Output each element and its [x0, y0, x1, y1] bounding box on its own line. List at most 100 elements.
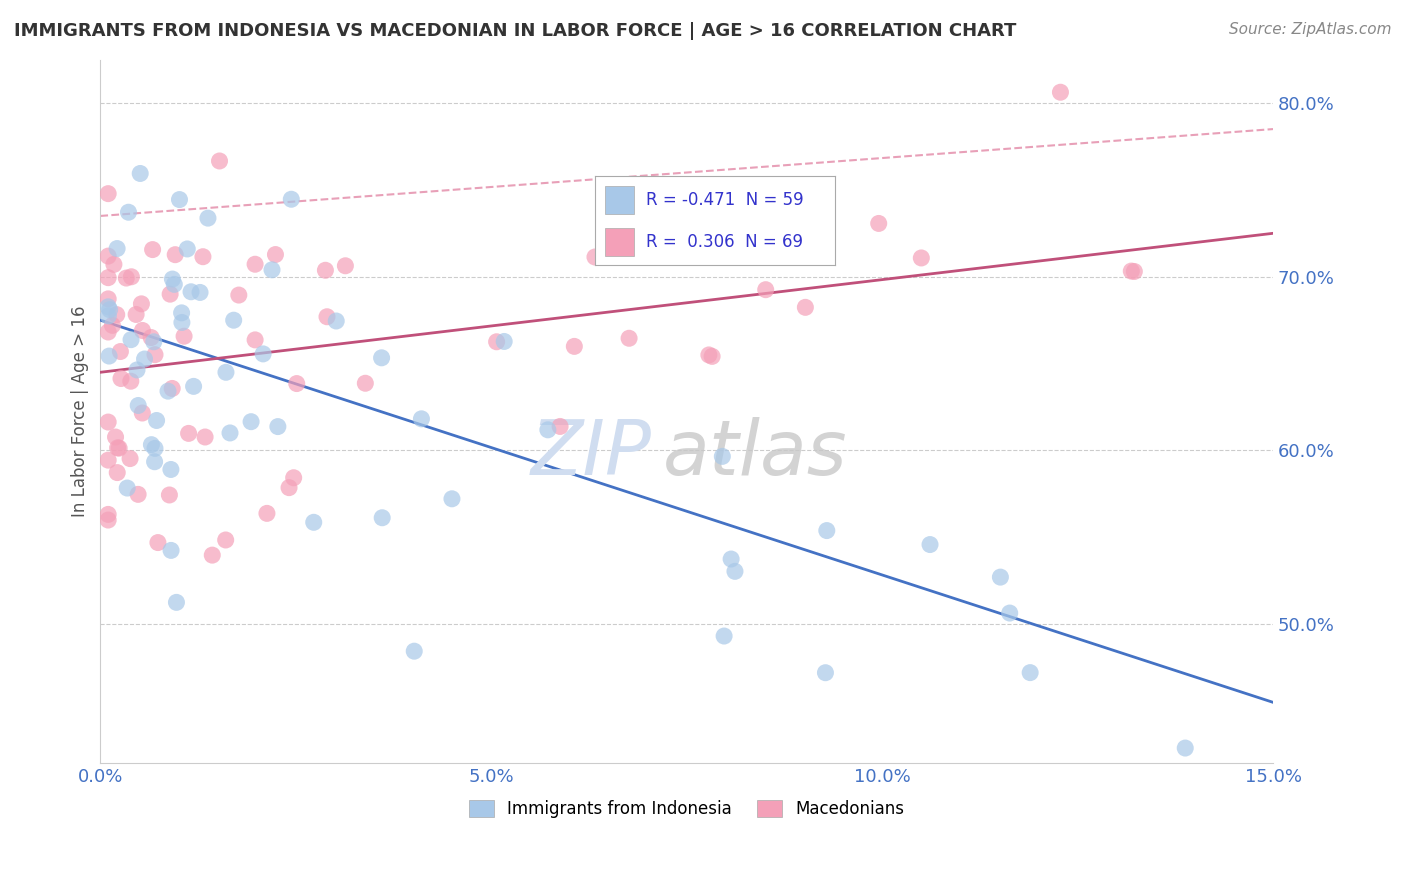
Point	[494, 334, 516, 349]
Point	[97, 300, 120, 314]
Point	[145, 413, 167, 427]
Point	[177, 426, 200, 441]
Point	[105, 466, 128, 480]
Point	[143, 348, 166, 362]
Point	[97, 325, 120, 339]
Point	[125, 363, 148, 377]
Point	[918, 537, 941, 551]
Point	[335, 259, 357, 273]
Point	[110, 371, 132, 385]
Point	[142, 243, 165, 257]
Point	[243, 257, 266, 271]
Point	[159, 287, 181, 301]
Point	[990, 570, 1012, 584]
Text: ZIP: ZIP	[530, 417, 651, 491]
Point	[105, 308, 128, 322]
Point	[815, 524, 838, 538]
Point	[814, 665, 837, 680]
Point	[98, 349, 121, 363]
Point	[162, 272, 184, 286]
Point	[1019, 665, 1042, 680]
Point	[794, 301, 817, 315]
Point	[107, 441, 129, 455]
Point	[256, 507, 278, 521]
Point	[156, 384, 179, 398]
Point	[697, 348, 720, 362]
Point	[537, 423, 560, 437]
Point	[252, 347, 274, 361]
Point	[285, 376, 308, 391]
Point	[170, 316, 193, 330]
Point	[354, 376, 377, 391]
Point	[108, 441, 131, 455]
Point	[127, 487, 149, 501]
Point	[120, 451, 142, 466]
Point	[404, 644, 426, 658]
Point	[617, 331, 640, 345]
Point	[713, 629, 735, 643]
Point	[97, 249, 120, 263]
Point	[142, 334, 165, 349]
Point	[371, 510, 394, 524]
Point	[188, 285, 211, 300]
Point	[120, 269, 142, 284]
Point	[191, 250, 214, 264]
Point	[440, 491, 463, 506]
Text: IMMIGRANTS FROM INDONESIA VS MACEDONIAN IN LABOR FORCE | AGE > 16 CORRELATION CH: IMMIGRANTS FROM INDONESIA VS MACEDONIAN …	[14, 22, 1017, 40]
Point	[97, 270, 120, 285]
Point	[117, 205, 139, 219]
Point	[264, 247, 287, 261]
Point	[97, 508, 120, 522]
Point	[690, 249, 713, 263]
Point	[711, 450, 734, 464]
Point	[143, 442, 166, 456]
Text: atlas: atlas	[664, 417, 848, 491]
Point	[176, 242, 198, 256]
Point	[316, 310, 339, 324]
Point	[411, 412, 433, 426]
Point	[97, 292, 120, 306]
Text: R = -0.471  N = 59: R = -0.471 N = 59	[645, 191, 803, 209]
FancyBboxPatch shape	[605, 186, 634, 214]
Point	[755, 283, 778, 297]
Point	[562, 339, 585, 353]
Point	[160, 543, 183, 558]
Point	[125, 308, 148, 322]
Point	[163, 277, 186, 292]
Point	[910, 251, 932, 265]
Point	[131, 323, 153, 337]
Point	[103, 257, 125, 271]
Text: R =  0.306  N = 69: R = 0.306 N = 69	[645, 233, 803, 251]
Point	[104, 430, 127, 444]
Point	[101, 318, 124, 333]
Point	[325, 314, 347, 328]
Point	[302, 516, 325, 530]
Point	[548, 419, 571, 434]
Point	[131, 297, 153, 311]
Point	[160, 462, 183, 476]
Point	[97, 415, 120, 429]
Point	[283, 471, 305, 485]
Point	[131, 406, 153, 420]
Point	[278, 481, 301, 495]
Point	[219, 425, 242, 440]
Text: Source: ZipAtlas.com: Source: ZipAtlas.com	[1229, 22, 1392, 37]
Point	[1121, 264, 1143, 278]
Point	[720, 552, 742, 566]
Point	[1174, 741, 1197, 756]
Point	[157, 488, 180, 502]
Point	[222, 313, 245, 327]
Point	[228, 288, 250, 302]
Point	[173, 329, 195, 343]
Point	[97, 186, 120, 201]
Point	[868, 216, 890, 230]
Point	[143, 455, 166, 469]
Point	[183, 379, 205, 393]
Point	[280, 192, 302, 206]
Point	[1049, 85, 1071, 99]
Point	[129, 166, 152, 180]
Y-axis label: In Labor Force | Age > 16: In Labor Force | Age > 16	[72, 306, 89, 517]
Point	[194, 430, 217, 444]
Point	[1123, 264, 1146, 278]
Point	[201, 548, 224, 562]
